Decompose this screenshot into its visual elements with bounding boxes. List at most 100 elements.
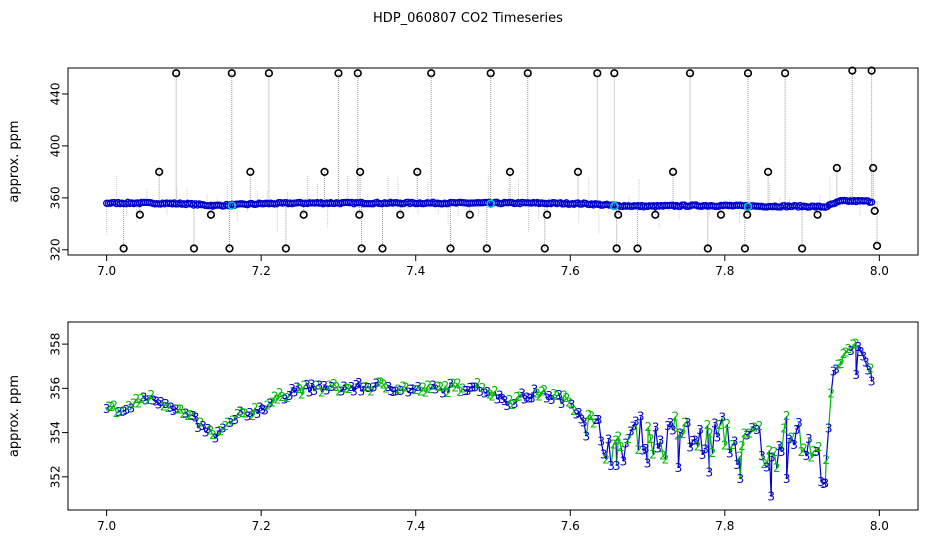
outlier-point [780, 69, 790, 78]
outlier-point [872, 241, 882, 251]
series-segment [405, 387, 409, 393]
series-segment [271, 396, 276, 403]
series-segment [214, 431, 219, 439]
marker-3: 3 [820, 477, 828, 491]
outlier-point [869, 163, 878, 173]
series-segment [570, 404, 575, 412]
series-segment [625, 438, 629, 444]
marker-3: 3 [286, 389, 294, 403]
marker-2: 2 [738, 439, 746, 453]
figure-title: HDP_060807 CO2 Timeseries [373, 11, 563, 26]
series-segment [746, 433, 750, 437]
marker-3: 3 [254, 407, 262, 421]
marker-2: 2 [105, 399, 113, 413]
marker-2: 2 [783, 409, 791, 423]
outlier-point [716, 210, 726, 219]
top-xtick-label: 7.0 [97, 264, 116, 278]
series-segment [805, 439, 810, 457]
series-segment [125, 405, 130, 411]
outlier-point [486, 69, 495, 78]
marker-3: 3 [696, 423, 704, 437]
marker-2: 2 [672, 409, 680, 423]
marker-3: 3 [736, 472, 744, 486]
marker-3: 3 [767, 490, 775, 504]
marker-3: 3 [372, 376, 380, 390]
series-segment [321, 385, 325, 393]
bottom-xtick-label: 7.2 [252, 519, 271, 533]
marker-2: 2 [491, 384, 499, 398]
marker-3: 3 [622, 437, 630, 451]
marker-3: 3 [701, 443, 709, 457]
series-segment [413, 388, 416, 391]
marker-2: 2 [647, 432, 655, 446]
marker-3: 3 [731, 434, 739, 448]
series-segment [568, 401, 572, 406]
series-segment [729, 444, 733, 454]
marker-2: 2 [330, 377, 338, 391]
marker-2: 2 [644, 420, 652, 434]
series-segment [491, 390, 496, 397]
marker-2: 2 [694, 439, 702, 453]
marker-2: 2 [798, 445, 806, 459]
marker-3: 3 [447, 377, 455, 391]
top-panel-frame [67, 67, 919, 256]
marker-3: 3 [580, 415, 588, 429]
marker-3: 3 [306, 385, 314, 399]
marker-2: 2 [459, 382, 467, 396]
series-segment [509, 399, 513, 406]
marker-3: 3 [864, 363, 872, 377]
marker-3: 3 [387, 384, 395, 398]
marker-2: 2 [612, 433, 620, 447]
marker-2: 2 [437, 380, 445, 394]
marker-3: 3 [204, 422, 212, 436]
outlier-point [206, 210, 216, 219]
marker-2: 2 [362, 380, 370, 394]
series-segment [551, 393, 555, 401]
series-segment [689, 440, 694, 448]
marker-3: 3 [558, 397, 566, 411]
marker-2: 2 [367, 384, 375, 398]
marker-3: 3 [830, 364, 838, 378]
series-segment [153, 400, 157, 402]
series-segment [133, 398, 137, 404]
series-segment [224, 422, 229, 427]
series-segment [291, 388, 296, 393]
series-segment [605, 439, 610, 460]
series-segment [833, 368, 837, 372]
series-segment [326, 385, 330, 391]
marker-2: 2 [479, 381, 487, 395]
outlier-point [353, 69, 362, 78]
series-segment [654, 427, 659, 449]
marker-3: 3 [768, 451, 776, 465]
marker-2: 2 [741, 426, 749, 440]
marker-2: 2 [345, 382, 353, 396]
series-segment [711, 423, 716, 454]
marker-2: 2 [706, 426, 714, 440]
outlier-point [334, 69, 343, 78]
marker-3: 3 [518, 386, 526, 400]
marker-2: 2 [728, 438, 736, 452]
series-segment [353, 384, 357, 392]
marker-3: 3 [644, 457, 652, 471]
series-segment [227, 421, 231, 424]
outlier-point [246, 167, 255, 176]
marker-2: 2 [536, 389, 544, 403]
marker-3: 3 [219, 421, 227, 435]
outlier-point [264, 69, 274, 78]
series-segment [407, 389, 412, 394]
series-segment [237, 411, 241, 415]
series-segment [588, 414, 592, 417]
marker-3: 3 [150, 394, 158, 408]
series-segment [306, 384, 310, 393]
marker-2: 2 [125, 399, 133, 413]
series-segment [758, 425, 763, 456]
series-segment [247, 412, 251, 417]
marker-3: 3 [573, 408, 581, 422]
outlier-point [743, 210, 752, 219]
series-segment [652, 427, 657, 455]
outlier-point [482, 244, 491, 253]
series-segment [726, 423, 731, 454]
marker-3: 3 [194, 421, 202, 435]
marker-3: 3 [637, 410, 645, 424]
marker-3: 3 [852, 368, 860, 382]
